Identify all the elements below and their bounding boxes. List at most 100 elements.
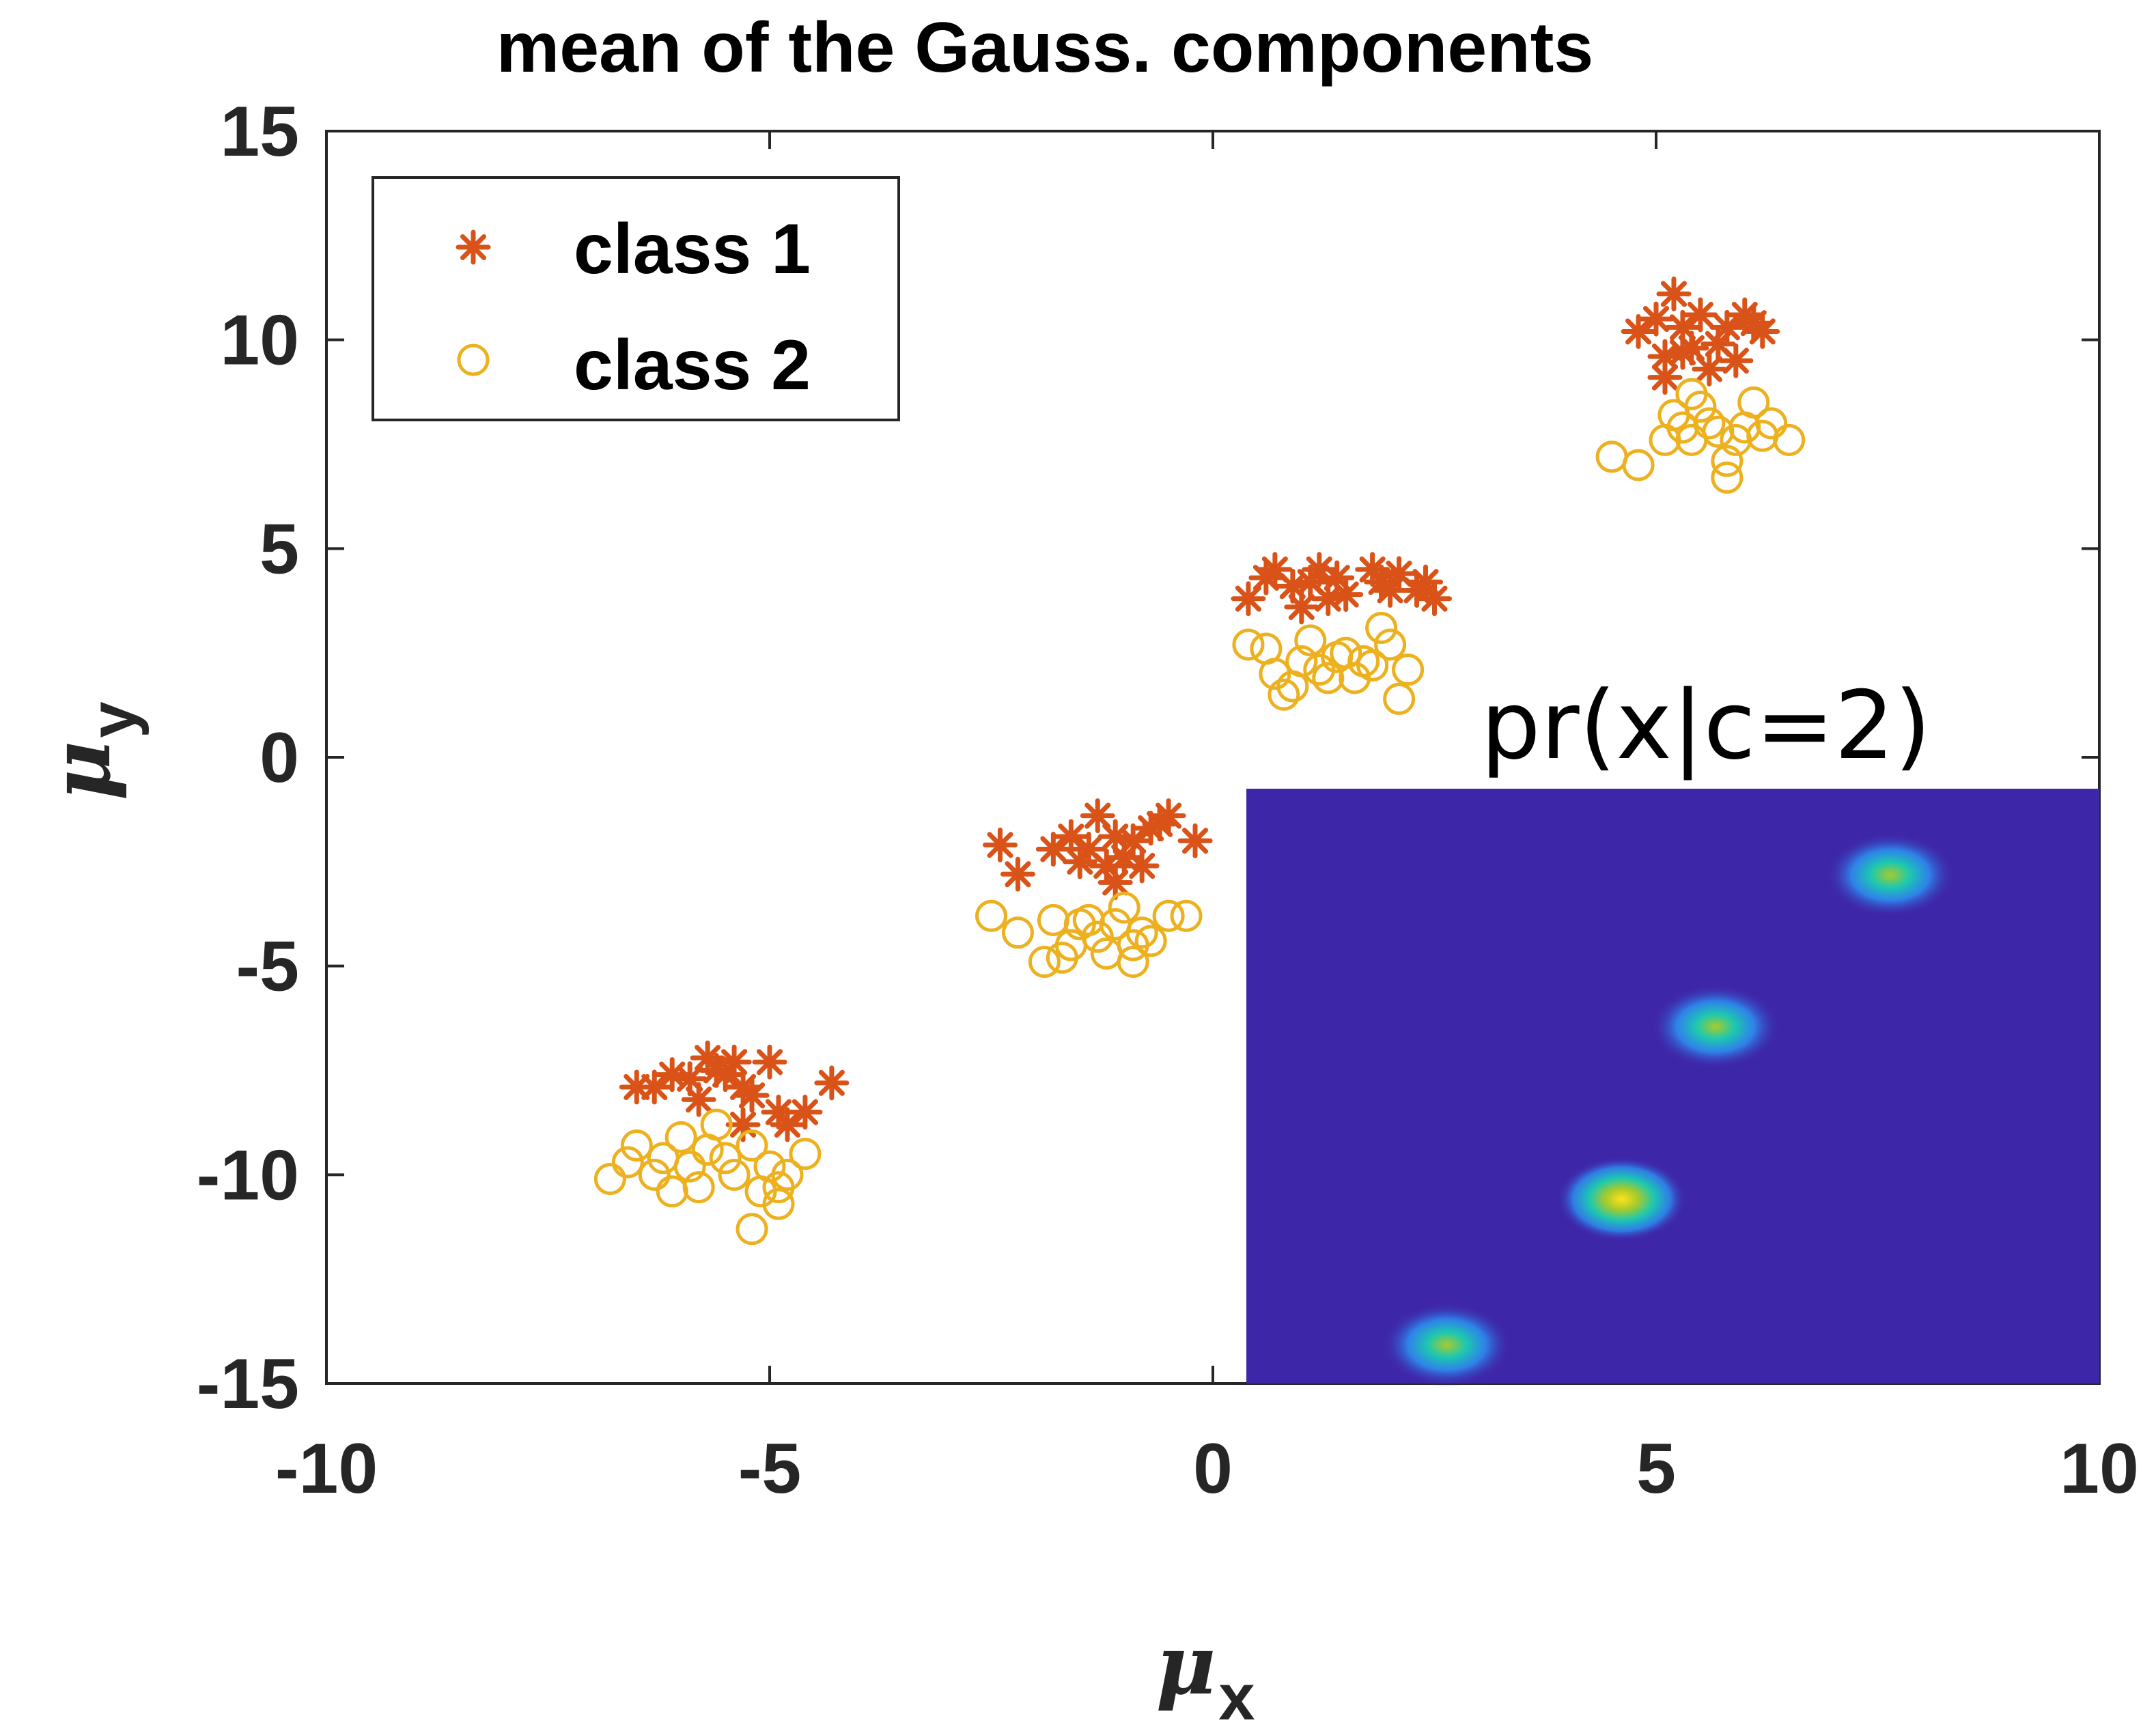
data-point-class-1 xyxy=(814,1065,850,1101)
data-point-class-2 xyxy=(1232,628,1265,661)
legend-marker-class-1 xyxy=(456,229,491,265)
y-tick-label: -5 xyxy=(236,927,299,1007)
data-point-class-2 xyxy=(638,1158,671,1191)
y-tick-labels: -15 -10 -5 0 5 10 15 xyxy=(197,92,299,1424)
data-point-class-2 xyxy=(1365,611,1398,644)
data-point-class-2 xyxy=(1622,449,1655,481)
data-point-class-1 xyxy=(1656,276,1692,311)
data-point-class-1 xyxy=(1647,360,1683,395)
data-point-class-1 xyxy=(636,1069,672,1105)
x-tick-label: -5 xyxy=(738,1429,801,1508)
data-point-class-1 xyxy=(1718,343,1754,378)
data-point-class-2 xyxy=(771,1158,804,1191)
y-axis-label-subscript: y xyxy=(76,701,150,737)
data-point-class-1 xyxy=(734,1078,770,1113)
data-point-class-2 xyxy=(1711,461,1744,494)
y-tick-label: -15 xyxy=(197,1345,299,1424)
data-point-class-1 xyxy=(770,1107,805,1142)
data-point-class-2 xyxy=(789,1138,822,1170)
data-point-class-2 xyxy=(975,899,1007,932)
heatmap-peak xyxy=(1556,1156,1687,1241)
x-axis-label: μx xyxy=(1156,1617,1255,1729)
data-point-class-2 xyxy=(1285,645,1318,677)
chart-title: mean of the Gauss. components xyxy=(496,8,1594,87)
data-point-class-2 xyxy=(762,1187,795,1220)
data-point-class-1 xyxy=(1284,589,1319,625)
data-point-class-2 xyxy=(736,1129,768,1162)
data-point-class-2 xyxy=(1170,899,1203,932)
y-tick-label: -10 xyxy=(197,1136,299,1215)
data-point-class-1 xyxy=(619,1069,654,1105)
data-point-class-2 xyxy=(1134,925,1167,957)
data-point-class-1 xyxy=(1151,798,1186,834)
data-point-class-1 xyxy=(716,1044,752,1080)
x-axis-label-symbol: μ xyxy=(1156,1617,1216,1713)
data-point-class-2 xyxy=(736,1213,768,1246)
x-tick-label: 5 xyxy=(1636,1429,1676,1508)
data-point-class-2 xyxy=(1125,916,1158,949)
data-point-class-2 xyxy=(611,1146,644,1179)
data-point-class-1 xyxy=(1692,351,1727,386)
inset-background xyxy=(1246,789,2099,1383)
data-point-class-2 xyxy=(1383,682,1416,715)
data-point-class-1 xyxy=(1053,819,1089,854)
data-point-class-1 xyxy=(982,827,1018,862)
data-point-class-2 xyxy=(709,1142,742,1175)
data-point-class-1 xyxy=(1115,823,1151,858)
x-tick-label: 0 xyxy=(1193,1429,1233,1508)
data-point-class-1 xyxy=(1683,297,1718,333)
data-point-class-2 xyxy=(664,1121,697,1153)
data-point-class-2 xyxy=(1675,378,1708,410)
data-point-class-1 xyxy=(1709,309,1745,345)
data-point-class-2 xyxy=(593,1162,626,1195)
data-point-class-1 xyxy=(1408,564,1444,600)
data-point-class-2 xyxy=(1755,407,1788,440)
data-point-class-2 xyxy=(718,1158,751,1191)
y-axis-label: μy xyxy=(33,701,150,800)
data-point-class-2 xyxy=(1711,445,1744,477)
legend: class 1 class 2 xyxy=(372,176,900,421)
data-point-class-2 xyxy=(1268,678,1300,711)
inset-heatmap xyxy=(1246,789,2099,1388)
data-point-class-1 xyxy=(681,1082,716,1117)
x-tick-label: 10 xyxy=(2060,1429,2139,1508)
data-point-class-1 xyxy=(1665,335,1700,370)
data-point-class-1 xyxy=(1000,856,1035,892)
data-point-class-2 xyxy=(620,1129,653,1162)
x-tick-labels: -10 -5 0 5 10 xyxy=(275,1429,2139,1508)
data-point-class-1 xyxy=(787,1095,823,1130)
data-point-class-1 xyxy=(1177,823,1213,858)
data-point-class-2 xyxy=(1001,916,1034,949)
data-point-class-2 xyxy=(1693,407,1726,440)
data-point-class-1 xyxy=(1124,848,1160,884)
data-point-class-2 xyxy=(1392,653,1425,686)
y-tick-label: 15 xyxy=(220,92,299,171)
x-tick-label: -10 xyxy=(275,1429,378,1508)
data-point-class-2 xyxy=(1108,891,1140,924)
legend-marker-class-2-shape xyxy=(457,343,490,376)
data-point-class-1 xyxy=(1035,831,1071,867)
y-axis-label-symbol: μ xyxy=(33,741,129,801)
y-tick-label: 5 xyxy=(260,509,299,589)
inset-title: pr(x|c=2) xyxy=(1481,671,1931,781)
data-point-class-1 xyxy=(1621,313,1656,349)
heatmap-peak xyxy=(1382,1302,1512,1388)
x-axis-label-subscript: x xyxy=(1218,1661,1255,1729)
y-tick-label: 0 xyxy=(260,718,299,798)
data-point-class-2 xyxy=(673,1150,706,1183)
data-point-class-2 xyxy=(1294,624,1327,657)
data-point-class-2 xyxy=(682,1171,715,1204)
data-point-class-2 xyxy=(700,1108,733,1141)
data-point-class-2 xyxy=(1312,662,1345,694)
data-point-class-2 xyxy=(1152,899,1185,932)
data-point-class-1 xyxy=(1638,301,1674,337)
data-point-class-2 xyxy=(1028,946,1061,979)
legend-marker-class-2 xyxy=(457,343,490,376)
heatmap-peak xyxy=(1650,984,1780,1069)
data-point-class-1 xyxy=(1328,577,1364,613)
legend-marker-class-1-shape xyxy=(456,229,491,265)
legend-label-class-2: class 2 xyxy=(574,326,811,405)
data-point-class-2 xyxy=(1773,423,1806,456)
data-point-class-2 xyxy=(1737,386,1770,419)
